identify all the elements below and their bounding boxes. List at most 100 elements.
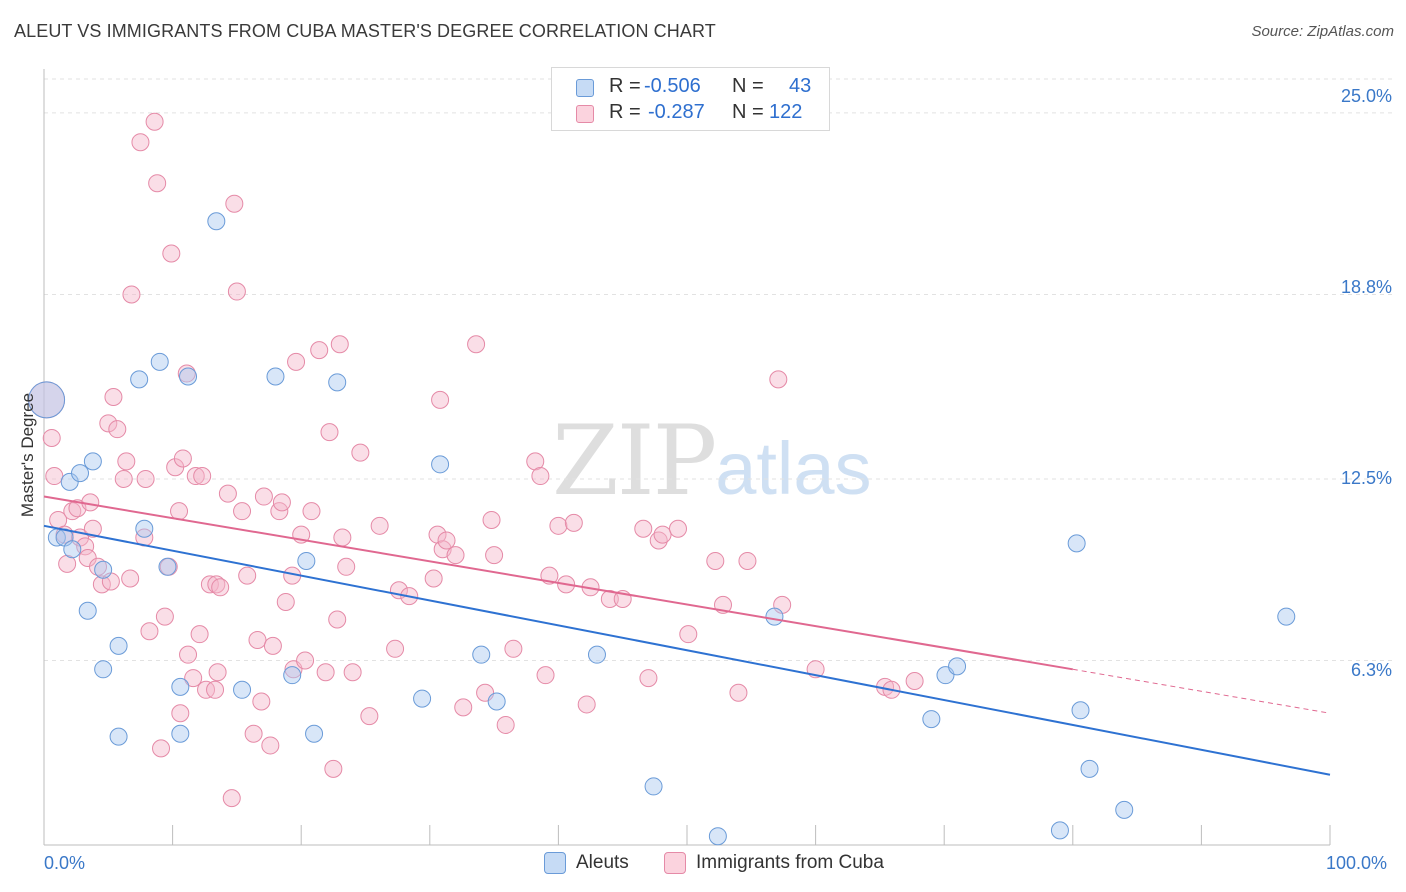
cuba-point [272,493,291,512]
cuba-point [131,133,150,152]
cuba-point [238,566,257,585]
cuba-point [316,663,335,682]
cuba-point [162,244,181,263]
cuba-point [485,546,504,565]
y-tick-label: 12.5% [1340,468,1392,488]
cuba-point [324,759,343,778]
aleut-point [765,607,784,626]
aleut-point [150,352,169,371]
aleut-point [297,551,316,570]
n-value: 122 [769,101,803,123]
cuba-point [386,639,405,658]
cuba-point [738,551,757,570]
cuba-point [140,622,159,641]
cuba-point [653,525,672,544]
r-value: -0.287 [648,101,705,123]
cuba-point [263,636,282,655]
aleut-point [1071,701,1090,720]
cuba-point [337,557,356,576]
aleut-point [135,519,154,538]
cuba-point [177,364,196,383]
aleut-point [94,560,113,579]
cuba-point [206,680,225,699]
cuba-point [634,519,653,538]
cuba-point [668,519,687,538]
aleut-point [328,373,347,392]
cuba-legend-label: Immigrants from Cuba [696,852,884,873]
cuba-point [170,502,189,521]
aleut-point [644,777,663,796]
aleut-point [1080,759,1099,778]
aleut-point [472,645,491,664]
cuba-point [351,443,370,462]
cuba-point [564,513,583,532]
cuba-point [252,692,271,711]
cuba-point [45,467,64,486]
cuba-point [496,715,515,734]
cuba-swatch [576,105,594,123]
cuba-point [360,707,379,726]
cuba-trend-line [43,495,1073,671]
aleut-point [587,645,606,664]
aleut-point [109,636,128,655]
cuba-point [42,428,61,447]
chart-title: ALEUT VS IMMIGRANTS FROM CUBA MASTER'S D… [14,21,716,41]
cuba-point [706,551,725,570]
cuba-point [145,112,164,131]
cuba-point [333,528,352,547]
y-tick-label: 6.3% [1350,660,1392,680]
cuba-point [370,516,389,535]
watermark-zip: ZIP [552,405,717,517]
cuba-point [600,590,619,609]
cuba-point [531,467,550,486]
cuba-point [218,484,237,503]
aleut-point [266,367,285,386]
cuba-point [549,516,568,535]
stats-legend: R = -0.506 N = 43 R = -0.287 N = 122 [551,67,830,131]
cuba-trend-extension [1072,668,1331,714]
aleut-point [1277,607,1296,626]
cuba-point [197,680,216,699]
cuba-point [769,370,788,389]
x-tick-label: 0.0% [44,853,86,873]
aleut-point [283,666,302,685]
aleut-point [71,464,90,483]
cuba-point [63,502,82,521]
watermark-atlas: atlas [715,427,872,510]
cuba-point [193,467,212,486]
stats-row-cuba: R = -0.287 N = 122 [552,101,829,127]
aleut-point [171,677,190,696]
cuba-point [536,666,555,685]
aleut-point [83,452,102,471]
cuba-point [121,569,140,588]
cuba-point [302,502,321,521]
cuba-point [211,578,230,597]
cuba-point [320,423,339,442]
cuba-point [190,625,209,644]
cuba-point [83,519,102,538]
n-label: N = [732,75,764,97]
watermark: ZIPatlas [552,405,872,517]
aleut-point [233,680,252,699]
cuba-point [504,639,523,658]
cuba-point [136,469,155,488]
cuba-point [287,352,306,371]
aleut-point [158,557,177,576]
stats-row-aleuts: R = -0.506 N = 43 [552,75,829,101]
aleut-point [431,455,450,474]
r-label: R = [609,75,641,97]
cuba-point [244,724,263,743]
cuba-point [200,575,219,594]
aleut-point [109,727,128,746]
cuba-point [186,467,205,486]
cuba-point [148,174,167,193]
aleut-point [922,710,941,729]
y-axis-label: Master's Degree [18,392,37,518]
aleut-point [94,660,113,679]
n-value: 43 [789,75,812,97]
aleut-point [1050,821,1069,840]
cuba-point [679,625,698,644]
cuba-point [446,546,465,565]
cuba-point [108,420,127,439]
cuba-point [155,607,174,626]
